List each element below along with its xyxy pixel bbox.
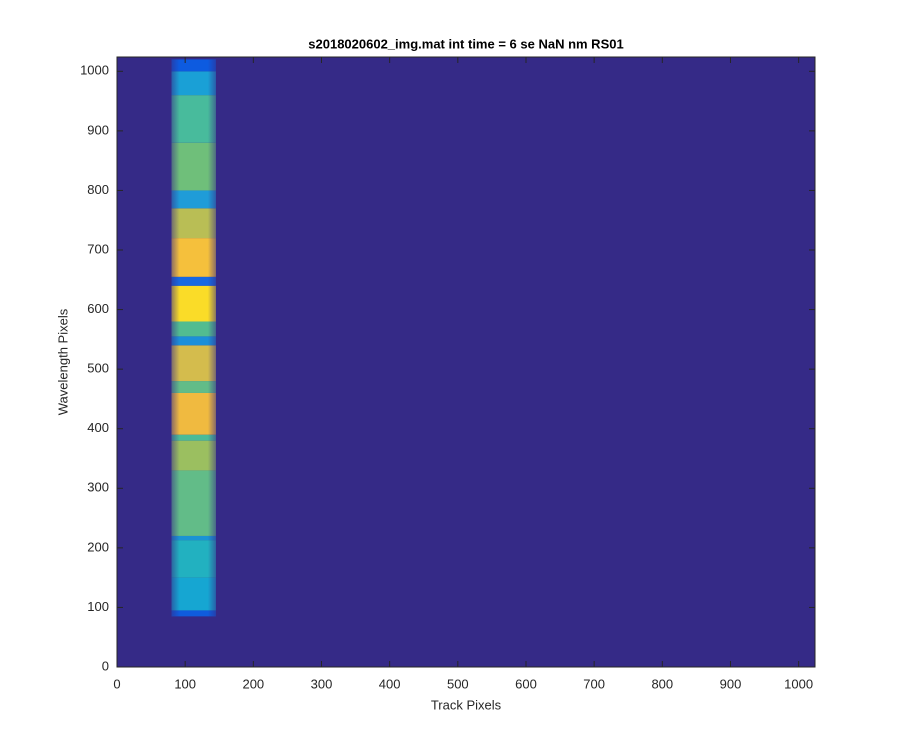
- x-tick-label: 700: [583, 676, 605, 691]
- image-background: [117, 57, 815, 667]
- y-tick-label: 600: [87, 301, 109, 316]
- x-axis-label: Track Pixels: [431, 697, 502, 712]
- y-tick-label: 100: [87, 599, 109, 614]
- y-tick-label: 0: [102, 658, 109, 673]
- x-tick-label: 600: [515, 676, 537, 691]
- y-axis-label: Wavelength Pixels: [55, 308, 70, 415]
- y-tick-label: 1000: [80, 63, 109, 78]
- y-tick-label: 300: [87, 480, 109, 495]
- x-tick-label: 900: [720, 676, 742, 691]
- x-tick-label: 0: [113, 676, 120, 691]
- axes-box: [116, 56, 816, 668]
- x-tick-label: 200: [242, 676, 264, 691]
- chart-title: s2018020602_img.mat int time = 6 se NaN …: [308, 36, 623, 51]
- y-tick-label: 500: [87, 361, 109, 376]
- track-edge-shade: [171, 59, 216, 617]
- y-tick-label: 400: [87, 420, 109, 435]
- y-tick-label: 800: [87, 182, 109, 197]
- x-tick-label: 1000: [784, 676, 813, 691]
- x-tick-label: 400: [379, 676, 401, 691]
- x-tick-label: 300: [311, 676, 333, 691]
- y-tick-label: 200: [87, 539, 109, 554]
- x-tick-label: 800: [651, 676, 673, 691]
- x-tick-label: 500: [447, 676, 469, 691]
- y-tick-label: 700: [87, 241, 109, 256]
- x-tick-label: 100: [174, 676, 196, 691]
- y-tick-label: 900: [87, 122, 109, 137]
